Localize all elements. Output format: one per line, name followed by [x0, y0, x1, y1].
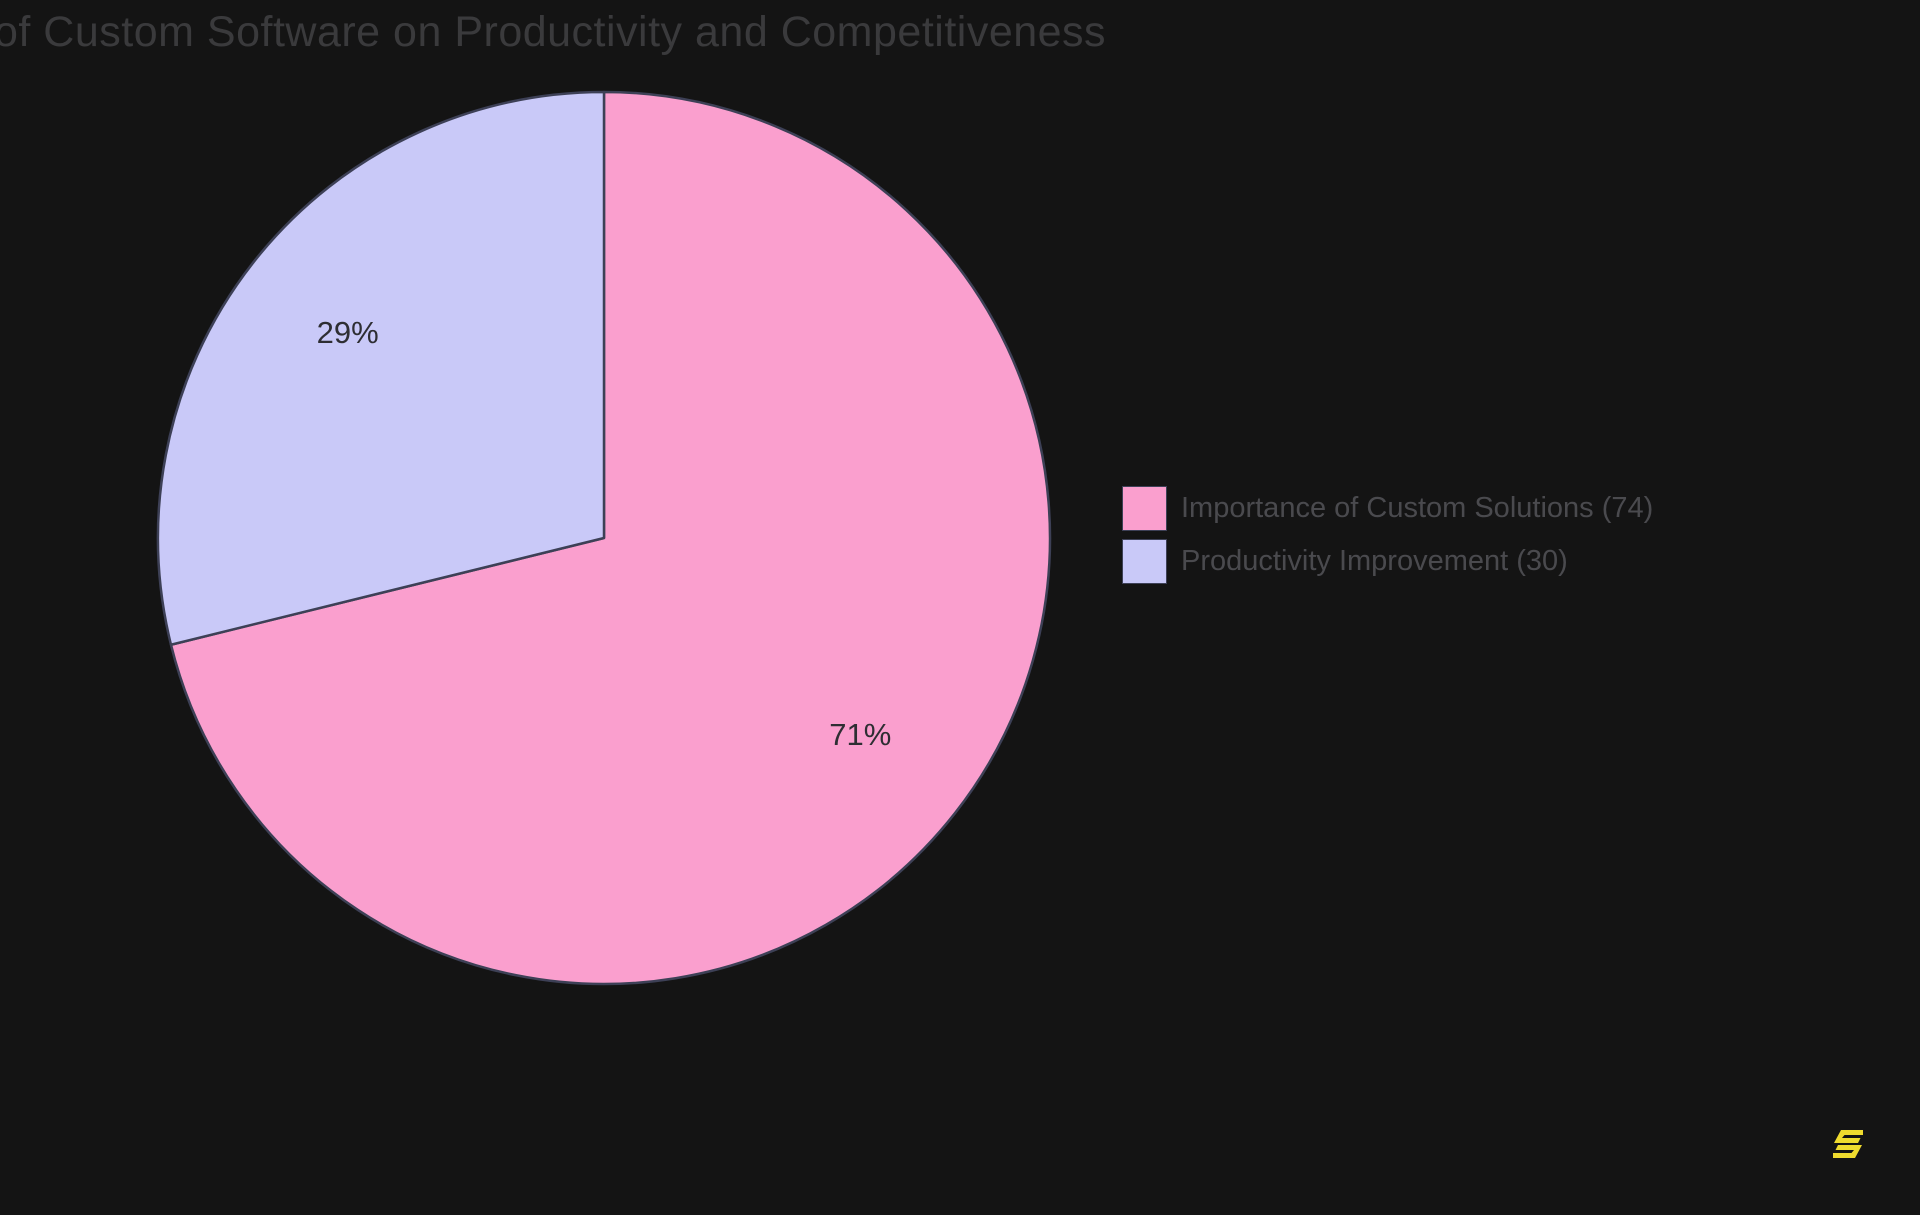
slice-percent-label-29: 29% — [317, 315, 379, 350]
legend-label: Productivity Improvement (30) — [1181, 545, 1568, 577]
pie-slice-importance-of-custom-solutions[interactable] — [169, 90, 1052, 986]
s-logo-lower-stroke — [1833, 1145, 1862, 1158]
legend-item-productivity-improvement[interactable]: Productivity Improvement (30) — [1122, 539, 1653, 584]
s-logo-upper-stroke — [1834, 1130, 1863, 1143]
legend-label: Importance of Custom Solutions (74) — [1181, 492, 1654, 524]
chart-title: of Custom Software on Productivity and C… — [0, 8, 1107, 56]
slice-percent-label-71: 71% — [829, 717, 891, 752]
legend: Importance of Custom Solutions (74) Prod… — [1122, 486, 1653, 584]
s-logo-watermark[interactable] — [1832, 1130, 1864, 1158]
legend-item-importance-of-custom-solutions[interactable]: Importance of Custom Solutions (74) — [1122, 486, 1653, 531]
legend-swatch-pink — [1122, 486, 1167, 531]
pie-slice-productivity-improvement[interactable] — [156, 90, 606, 646]
legend-swatch-lavender — [1122, 539, 1167, 584]
